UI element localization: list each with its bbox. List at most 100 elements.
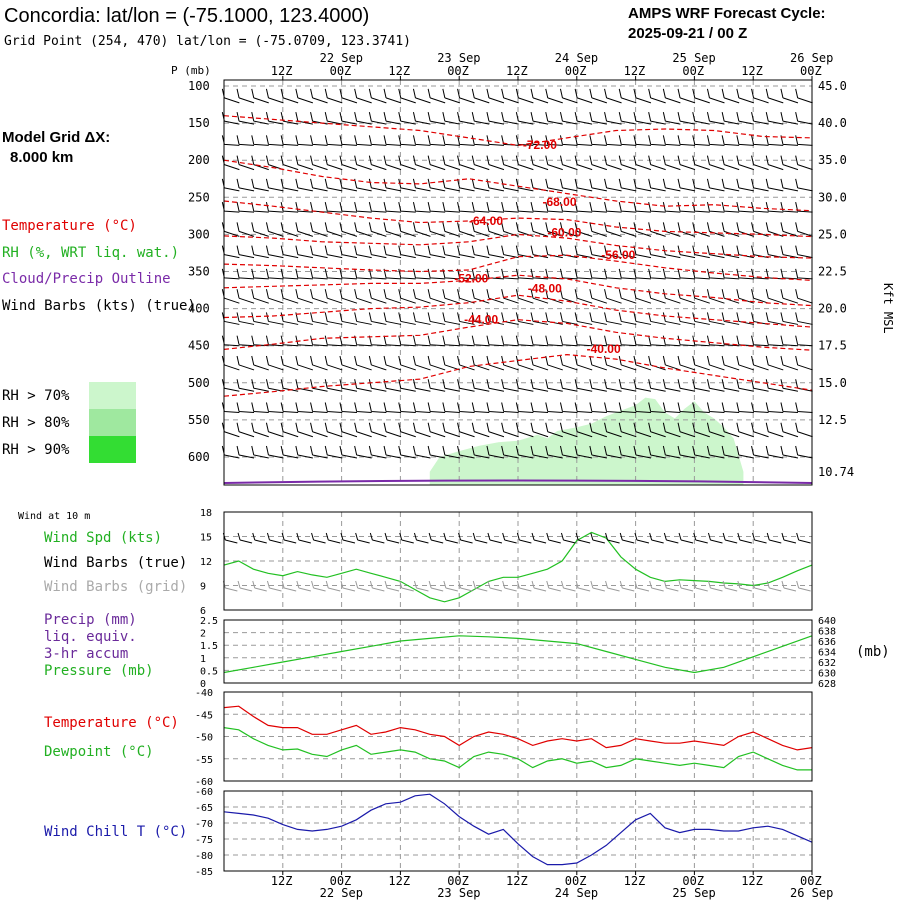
wind-barb [765,111,784,125]
wind-barb [501,355,519,371]
surface-wind-barb [663,532,679,544]
wind-barb [383,355,402,371]
surface-wind-barb [722,532,738,544]
wind-barb [310,268,328,280]
pressure-line [223,635,813,674]
wind-barb [310,335,328,347]
pressure-tick-label: 500 [188,376,210,390]
wind-barb [251,402,269,413]
legend-rh90-swatch [89,436,136,463]
wind-barb [648,135,666,146]
wind-barb [324,312,343,325]
wind-chill-panel: -85 -80 -75 -70 -65 -60 [195,787,813,878]
wind-barb [662,379,681,392]
wind-barb [604,355,622,371]
wind-barb [486,402,504,413]
wind-barb [677,202,696,213]
wind-barb [310,88,328,104]
wind-barb [442,178,460,192]
wind-barb [427,312,446,325]
wind-barb [677,402,696,413]
wind-barb [780,422,799,438]
wind-barb [265,402,284,413]
wind-barb [706,289,725,304]
wind-barb [530,335,549,347]
wind-barb [236,202,255,213]
y-tick-label: 9 [200,582,206,593]
wind-barb [457,335,475,347]
wind-barb [751,335,769,347]
wind-barb [398,245,416,259]
wind-barb [721,111,740,125]
wind-barb [501,379,519,392]
wind-barb [251,335,269,347]
wind-barb [236,355,255,371]
precip-liq-label: liq. equiv. [44,629,137,645]
wind-barb [765,335,784,347]
wind-barb [604,245,622,259]
wind-barb [486,178,505,192]
wind-barb [751,202,769,213]
pressure-tick-label: 100 [188,79,210,93]
wind-barb [457,402,475,413]
wind-barb [751,178,769,192]
wind-barb [398,335,416,347]
wind-barb [765,155,784,171]
surface-wind-barb [296,532,311,544]
grid-wind-barb [531,580,547,592]
surface-wind-barb [619,532,635,544]
wind-barb [251,379,269,392]
bottom-date-label: 23 Sep [437,886,480,900]
wind-barb [442,88,461,104]
wind-barb [412,445,431,459]
wind-barb [457,245,475,259]
wind-barb [662,222,681,237]
wind-barb [559,355,578,371]
surface-wind-barb [458,532,473,544]
surface-wind-barb [605,532,620,544]
wind-barb [280,289,299,304]
surface-wind-barb [369,532,385,544]
wind-barb [427,111,446,125]
grid-wind-barb [634,580,650,592]
wind-barb [427,422,446,438]
surface-wind-barb [796,532,811,544]
wind-barb [251,355,269,371]
surface-wind-barb [443,532,458,544]
forecast-cycle-value: 2025-09-21 / 00 Z [628,25,747,42]
bottom-hour-label: 12Z [506,874,528,888]
wind10-barbs-label: Wind Barbs (true) [44,555,187,571]
wind-barb [618,135,637,146]
cloud-outline-line [223,479,813,484]
wind-barb [559,202,578,213]
wind-barb [545,422,563,438]
wind-barb [339,155,358,171]
wind-barb [515,445,534,459]
wind-barb [618,379,637,392]
isotherm-label: -52.00 [454,272,488,286]
wind-barb [515,202,534,213]
surface-wind-barb [502,532,517,544]
pressure-tick-label: 350 [188,265,210,279]
wind-barb [559,155,578,171]
wind-barb [721,445,740,459]
surface-wind-barb [311,532,326,544]
wind-barb [442,222,461,237]
wind-barb [648,289,666,304]
wind-barb [589,312,607,325]
wind-barb [368,402,387,413]
wind-barb [295,289,314,304]
wind-barb [310,289,328,304]
wind-barb [795,222,813,237]
surface-wind-barb [516,532,532,544]
wind-barb [236,155,255,171]
wind-barb [368,202,387,213]
wind-barb [295,268,313,280]
wind-barb [398,135,416,146]
wind-barb [530,355,549,371]
wind-barb [368,312,387,325]
surface-wind-barb [340,532,356,544]
wind-barb [589,445,607,459]
wind-barb [442,335,460,347]
wind-barb [339,289,358,304]
